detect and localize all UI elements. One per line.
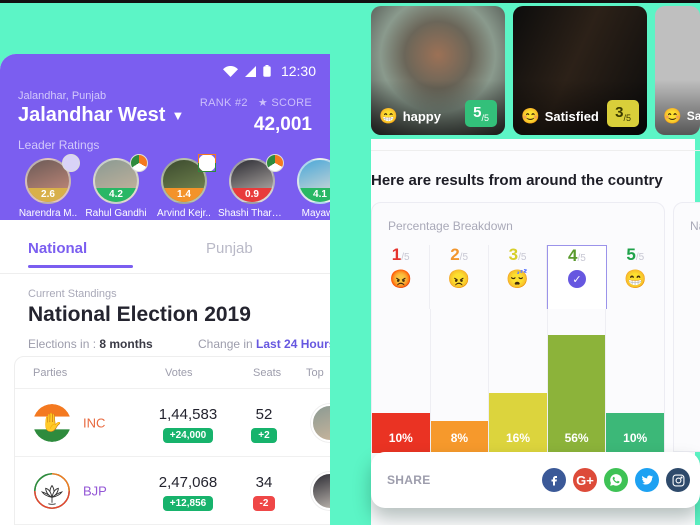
svg-text:✋: ✋: [41, 411, 64, 432]
